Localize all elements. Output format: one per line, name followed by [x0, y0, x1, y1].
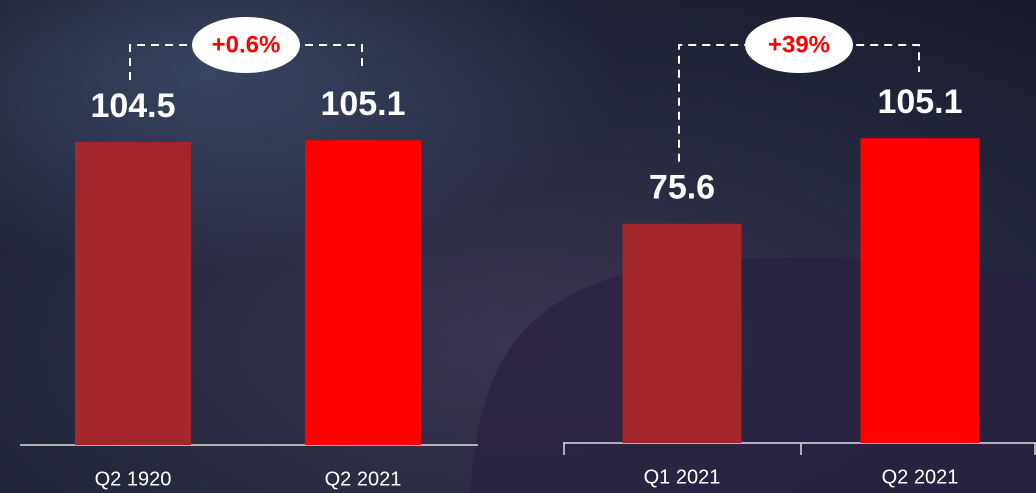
- annotation-bubble: [192, 17, 300, 73]
- bar: [75, 141, 191, 445]
- bar: [305, 140, 421, 445]
- x-tick-label: Q2 2021: [325, 468, 402, 490]
- value-label: 75.6: [649, 169, 715, 207]
- value-label: 104.5: [90, 87, 175, 125]
- value-label: 105.1: [320, 85, 405, 123]
- annotation-bubble: [745, 17, 853, 73]
- x-tick-label: Q2 2021: [882, 466, 959, 488]
- bracket: [678, 44, 920, 162]
- annotation: +0.6%: [212, 31, 281, 58]
- bar: [860, 138, 980, 443]
- x-tick-label: Q1 2021: [644, 466, 721, 488]
- bar: [622, 223, 742, 443]
- x-tick-label: Q2 1920: [95, 468, 172, 490]
- value-label: 105.1: [877, 83, 962, 121]
- annotation: +39%: [768, 31, 830, 58]
- bracket: [129, 44, 363, 80]
